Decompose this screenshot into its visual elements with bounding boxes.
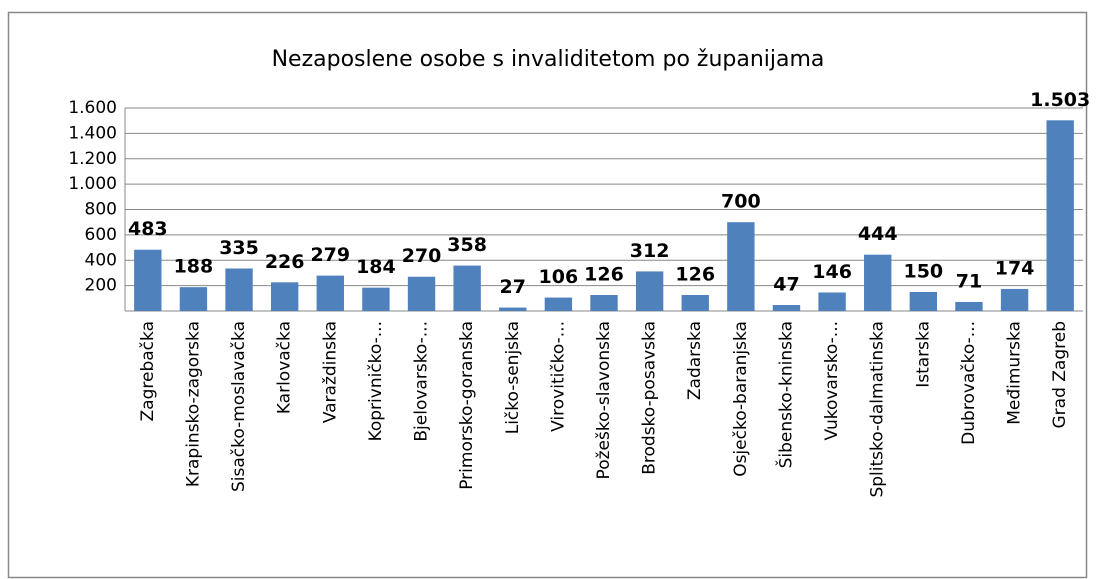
x-tick-label: Ličko-senjska xyxy=(503,321,523,434)
y-tick-label: 1.600 xyxy=(68,98,117,118)
bar xyxy=(179,287,208,311)
data-label: 270 xyxy=(402,245,442,267)
x-tick-label: Varaždinska xyxy=(320,321,340,423)
data-label: 47 xyxy=(773,274,799,296)
bar xyxy=(590,295,618,311)
x-tick-label: Primorsko-goranska xyxy=(457,321,477,490)
data-label: 146 xyxy=(812,261,852,283)
data-label: 126 xyxy=(675,264,715,286)
x-tick-label: Bjelovarsko-... xyxy=(412,321,432,442)
bar xyxy=(635,271,664,311)
y-tick-label: 600 xyxy=(85,225,117,245)
bar xyxy=(955,301,983,311)
data-label: 174 xyxy=(995,257,1035,279)
x-tick-label: Zagrebačka xyxy=(138,321,158,421)
bar xyxy=(407,276,436,311)
bar xyxy=(225,268,253,311)
bar xyxy=(909,291,938,311)
bar xyxy=(544,297,573,311)
x-tick-label: Splitsko-dalmatinska xyxy=(868,321,888,498)
data-label: 150 xyxy=(903,260,943,282)
x-tick-label: Vukovarsko-... xyxy=(822,321,842,441)
bar xyxy=(772,305,801,311)
x-tick-label: Dubrovačko-... xyxy=(959,321,979,445)
y-tick-label: 400 xyxy=(85,250,117,270)
chart-title: Nezaposlene osobe s invaliditetom po žup… xyxy=(272,47,825,72)
x-tick-label: Brodsko-posavska xyxy=(640,321,660,475)
data-label: 1.503 xyxy=(1030,89,1090,111)
data-label: 27 xyxy=(500,276,526,298)
x-tick-label: Grad Zagreb xyxy=(1050,321,1070,429)
bar xyxy=(681,295,709,311)
y-tick-label: 200 xyxy=(85,276,117,296)
data-label: 444 xyxy=(858,223,898,245)
bar xyxy=(864,254,892,311)
x-tick-label: Karlovačka xyxy=(275,321,295,414)
y-tick-label: 1.000 xyxy=(68,174,117,194)
data-label: 184 xyxy=(356,256,396,278)
data-label: 226 xyxy=(265,251,305,273)
bar xyxy=(453,265,481,311)
data-label: 312 xyxy=(630,240,670,262)
data-label: 71 xyxy=(956,270,982,292)
data-label: 126 xyxy=(584,264,624,286)
x-tick-label: Šibensko-kninska xyxy=(774,321,796,468)
y-tick-label: 1.200 xyxy=(68,149,117,169)
y-tick-label: 800 xyxy=(85,200,117,220)
data-label: 335 xyxy=(219,237,259,259)
data-label: 106 xyxy=(539,266,579,288)
data-label: 700 xyxy=(721,191,761,213)
x-tick-label: Virovitičko-... xyxy=(548,321,568,432)
x-tick-label: Istarska xyxy=(913,321,933,388)
x-tick-label: Sisačko-moslavačka xyxy=(229,321,249,492)
bar xyxy=(1000,288,1029,311)
bar xyxy=(499,307,527,311)
bar xyxy=(270,282,299,311)
x-tick-label: Krapinsko-zagorska xyxy=(183,321,203,487)
data-label: 358 xyxy=(447,234,487,256)
x-tick-label: Međimurska xyxy=(1005,321,1025,425)
bar xyxy=(316,275,344,311)
data-label: 188 xyxy=(174,256,214,278)
data-label: 279 xyxy=(310,244,350,266)
bar xyxy=(1046,120,1074,311)
bar xyxy=(818,292,846,311)
y-tick-label: 1.400 xyxy=(68,123,117,143)
bar xyxy=(362,287,390,311)
x-tick-label: Koprivničko-... xyxy=(366,321,386,441)
x-tick-label: Požeško-slavonska xyxy=(594,321,614,479)
bar xyxy=(134,249,162,311)
bar xyxy=(727,222,755,311)
data-label: 483 xyxy=(128,218,168,240)
x-tick-label: Osječko-baranjska xyxy=(731,321,751,477)
x-tick-label: Zadarska xyxy=(685,321,705,400)
